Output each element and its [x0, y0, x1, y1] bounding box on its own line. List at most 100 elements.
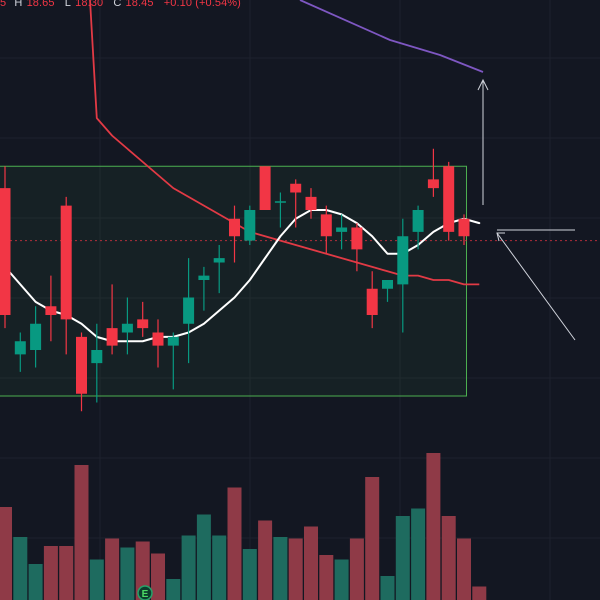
candle-body[interactable] [229, 218, 240, 237]
candle[interactable] [427, 148, 439, 197]
volume-bar [472, 586, 487, 600]
candle[interactable] [229, 205, 240, 263]
candle[interactable] [198, 266, 210, 311]
volume-bar [242, 549, 257, 600]
candle-body[interactable] [382, 280, 393, 289]
candle[interactable] [320, 205, 332, 254]
candle-body[interactable] [0, 188, 11, 315]
candle[interactable] [137, 301, 149, 337]
candle[interactable] [30, 306, 42, 368]
moving-average-long-line [299, 0, 484, 73]
candle-body[interactable] [137, 319, 149, 329]
candle[interactable] [458, 214, 470, 245]
candle-body[interactable] [366, 288, 378, 315]
ohlc-change-value: +0.10 (+0.54%) [163, 0, 241, 9]
candle-body[interactable] [183, 297, 195, 324]
volume-bar [258, 520, 273, 600]
volume-bar [319, 555, 334, 600]
candle-body[interactable] [244, 210, 256, 241]
candle[interactable] [76, 332, 87, 412]
candle[interactable] [183, 258, 195, 364]
candle-body[interactable] [152, 332, 164, 346]
candle-body[interactable] [45, 306, 57, 315]
candle-body[interactable] [213, 258, 225, 263]
candle-body[interactable] [336, 227, 348, 232]
candle-body[interactable] [30, 323, 42, 350]
volume-bar [288, 538, 303, 600]
candle[interactable] [60, 196, 72, 355]
volume-bar [457, 538, 471, 600]
candle[interactable] [45, 275, 57, 342]
candle[interactable] [443, 161, 455, 241]
candle-body[interactable] [106, 328, 118, 346]
ohlc-legend: 5 H 18.65 L 18.30 C 18.45 +0.10 (+0.54%) [0, 0, 248, 9]
ohlc-close-key: C [113, 0, 122, 9]
candle-body[interactable] [290, 183, 302, 193]
candle-body[interactable] [121, 323, 133, 333]
candle-body[interactable] [320, 214, 332, 237]
candle[interactable] [382, 280, 393, 302]
candle[interactable] [412, 205, 424, 250]
earnings-badge-circle [137, 585, 153, 600]
candle-body[interactable] [427, 179, 439, 189]
candle[interactable] [397, 218, 409, 333]
candle-body[interactable] [76, 336, 87, 394]
candle-body[interactable] [351, 227, 363, 250]
candle-body[interactable] [259, 166, 271, 210]
candle[interactable] [274, 192, 286, 228]
ohlc-open-fragment: 5 [0, 0, 7, 9]
candle-body[interactable] [274, 201, 286, 203]
candle[interactable] [167, 332, 179, 390]
candle[interactable] [14, 332, 26, 372]
candle[interactable] [91, 323, 103, 403]
volume-bar [181, 535, 196, 600]
earnings-event-icon[interactable]: E [137, 585, 153, 600]
volume-bar [74, 465, 89, 600]
volume-bar [227, 487, 242, 600]
volume-bar [411, 508, 426, 600]
candle[interactable] [152, 319, 164, 368]
candle-body[interactable] [167, 336, 179, 346]
volume-bar [120, 547, 135, 600]
candle[interactable] [290, 179, 302, 228]
volume-bar [28, 564, 43, 600]
candlestick-series[interactable] [0, 148, 470, 412]
trend-drawings[interactable] [477, 78, 576, 341]
candle[interactable] [336, 214, 348, 250]
volume-bar [151, 553, 165, 600]
candle-body[interactable] [60, 205, 72, 320]
candle-body[interactable] [305, 196, 317, 210]
candle[interactable] [106, 284, 118, 355]
candle[interactable] [305, 188, 317, 219]
arrow-up-head [477, 78, 489, 91]
volume-bar [196, 514, 211, 600]
volume-bar [304, 526, 318, 600]
candle[interactable] [366, 271, 378, 329]
volume-bar [426, 453, 441, 600]
event-markers[interactable]: E [137, 585, 153, 600]
ohlc-low-key: L [64, 0, 71, 9]
candle[interactable] [121, 297, 133, 355]
candle-body[interactable] [14, 341, 26, 355]
candle-body[interactable] [412, 210, 424, 232]
candle-body[interactable] [198, 275, 210, 280]
candle-body[interactable] [91, 350, 103, 364]
diagonal-arrow-line[interactable] [496, 232, 576, 341]
candle[interactable] [213, 245, 225, 294]
candle-body[interactable] [458, 218, 470, 237]
volume-bar [105, 538, 120, 600]
ohlc-low-value: 18.30 [75, 0, 104, 9]
volume-bar [441, 516, 456, 600]
candle[interactable] [0, 166, 11, 329]
candle[interactable] [244, 205, 256, 245]
candle[interactable] [351, 223, 363, 272]
ohlc-close-value: 18.45 [125, 0, 154, 9]
candle-body[interactable] [397, 236, 409, 285]
candle[interactable] [259, 166, 271, 210]
earnings-badge-label: E [142, 589, 149, 600]
candle-body[interactable] [443, 166, 455, 232]
ohlc-high-value: 18.65 [26, 0, 55, 9]
